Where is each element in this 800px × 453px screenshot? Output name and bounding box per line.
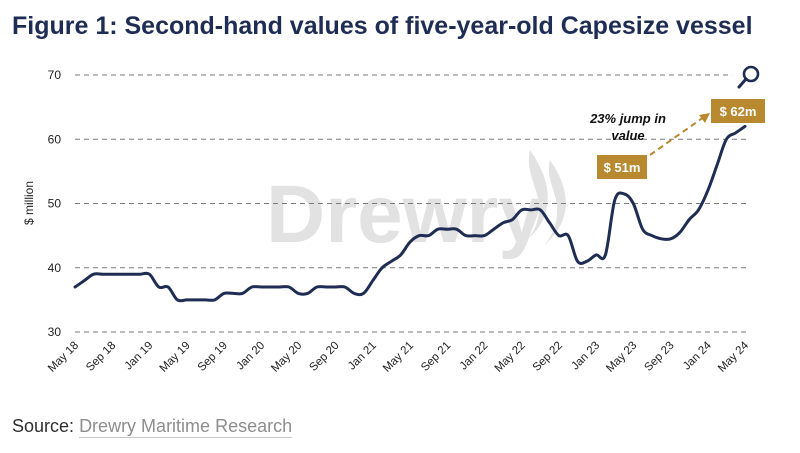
jump-arrow — [649, 116, 705, 156]
y-tick-label: 40 — [48, 261, 62, 275]
end-value-label: $ 62m — [720, 104, 757, 119]
x-tick-label: Sep 20 — [307, 340, 341, 374]
x-tick-label: Jan 23 — [569, 340, 602, 373]
x-tick-label: Sep 19 — [196, 340, 230, 374]
watermark-text: Drewry — [266, 169, 544, 260]
price-series-line — [73, 124, 747, 303]
x-tick-label: May 18 — [46, 340, 81, 375]
y-tick-label: 50 — [48, 197, 62, 211]
x-tick-label: May 22 — [493, 340, 528, 375]
x-tick-label: Jan 20 — [234, 340, 267, 373]
x-tick-label: Jan 21 — [346, 340, 379, 373]
y-tick-label: 60 — [48, 132, 62, 146]
watermark-flame-icon — [522, 150, 566, 250]
x-tick-label: May 24 — [716, 339, 752, 375]
x-tick-label: Jan 22 — [458, 340, 491, 373]
x-tick-label: Jan 19 — [123, 340, 156, 373]
y-tick-label: 70 — [48, 68, 62, 82]
x-tick-label: Sep 21 — [419, 340, 453, 374]
jump-annotation-line-1: 23% jump in — [589, 111, 666, 126]
source-label: Source: — [12, 416, 75, 436]
start-value-callout: $ 51m — [597, 155, 647, 179]
start-value-label: $ 51m — [604, 160, 641, 175]
x-tick-label: Sep 23 — [642, 340, 676, 374]
y-axis-label: $ million — [22, 181, 36, 225]
x-tick-label: Jan 24 — [681, 339, 714, 372]
x-tick-label: May 21 — [381, 340, 416, 375]
source-link[interactable]: Drewry Maritime Research — [79, 416, 293, 438]
x-tick-label: May 19 — [158, 340, 193, 375]
chart-title: Figure 1: Second-hand values of five-yea… — [12, 12, 753, 40]
x-tick-label: Sep 18 — [84, 340, 118, 374]
x-tick-label: Sep 22 — [531, 340, 565, 374]
jump-arrow-head — [699, 113, 710, 123]
x-tick-label: May 20 — [269, 340, 304, 375]
jump-annotation-line-2: value — [611, 128, 644, 143]
magnifier-icon[interactable] — [732, 60, 766, 94]
x-tick-label: May 23 — [604, 340, 639, 375]
end-value-callout: $ 62m — [711, 99, 765, 123]
source-note: Source: Drewry Maritime Research — [12, 416, 293, 438]
y-tick-label: 30 — [48, 325, 62, 339]
